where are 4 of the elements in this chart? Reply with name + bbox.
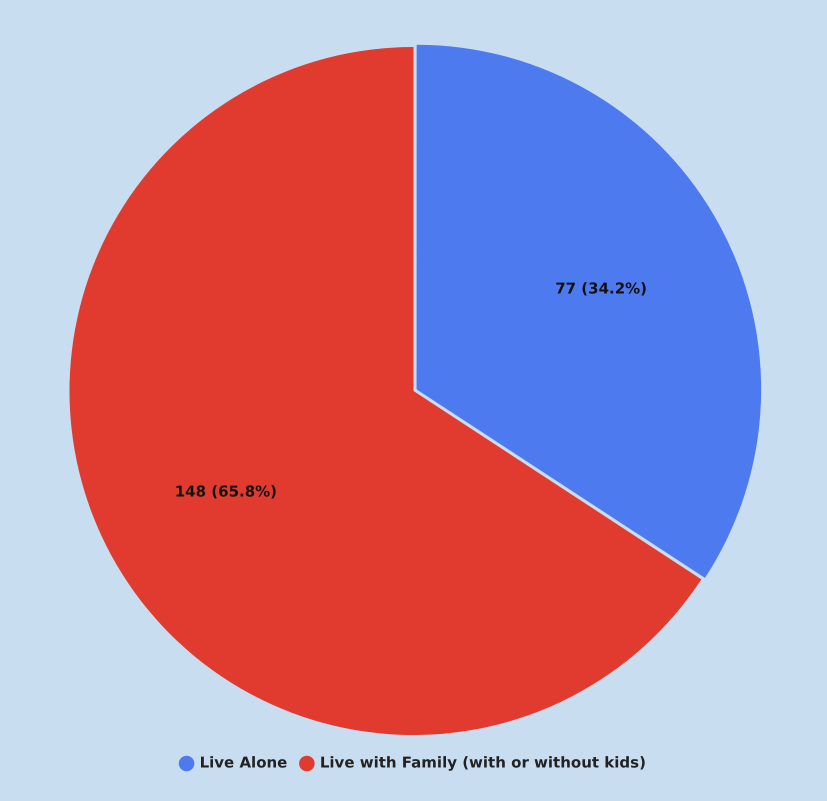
legend-label: Live with Family (with or without kids) <box>320 753 646 772</box>
legend-label: Live Alone <box>200 753 288 772</box>
data-label: 77 (34.2%) <box>555 279 648 298</box>
data-label: 148 (65.8%) <box>174 482 278 500</box>
